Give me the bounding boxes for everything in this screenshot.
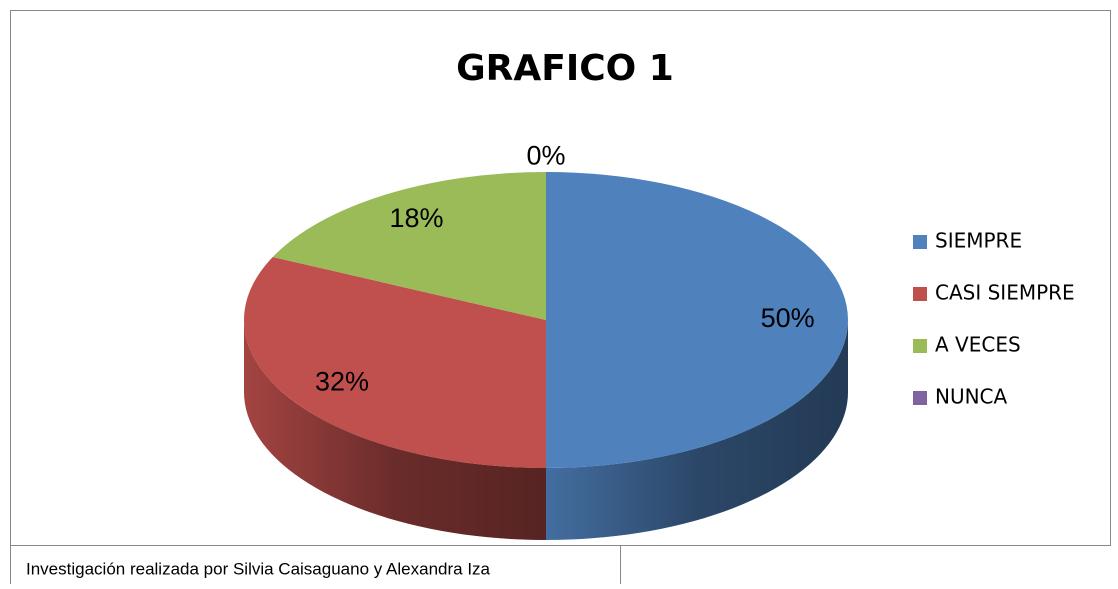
pie-slice	[243, 256, 546, 468]
legend-swatch	[913, 235, 927, 249]
legend-label: A VECES	[935, 333, 1021, 357]
legend-label: NUNCA	[935, 385, 1008, 409]
data-label: 50%	[761, 303, 815, 333]
pie-slice	[272, 172, 546, 320]
legend-swatch	[913, 391, 927, 405]
legend-label: SIEMPRE	[935, 229, 1022, 253]
legend-swatch	[913, 287, 927, 301]
pie-side-shade	[546, 320, 848, 540]
note-box	[10, 545, 621, 586]
data-label: 32%	[315, 367, 369, 397]
chart-title: GRAFICO 1	[456, 48, 674, 89]
pie-slice	[546, 172, 848, 468]
legend-label: CASI SIEMPRE	[935, 281, 1075, 305]
data-label: 0%	[526, 140, 565, 170]
note: Investigación realizada por Silvia Caisa…	[26, 559, 491, 578]
legend-swatch	[913, 339, 927, 353]
pie-side-shade	[244, 320, 546, 540]
data-label: 18%	[390, 203, 444, 233]
